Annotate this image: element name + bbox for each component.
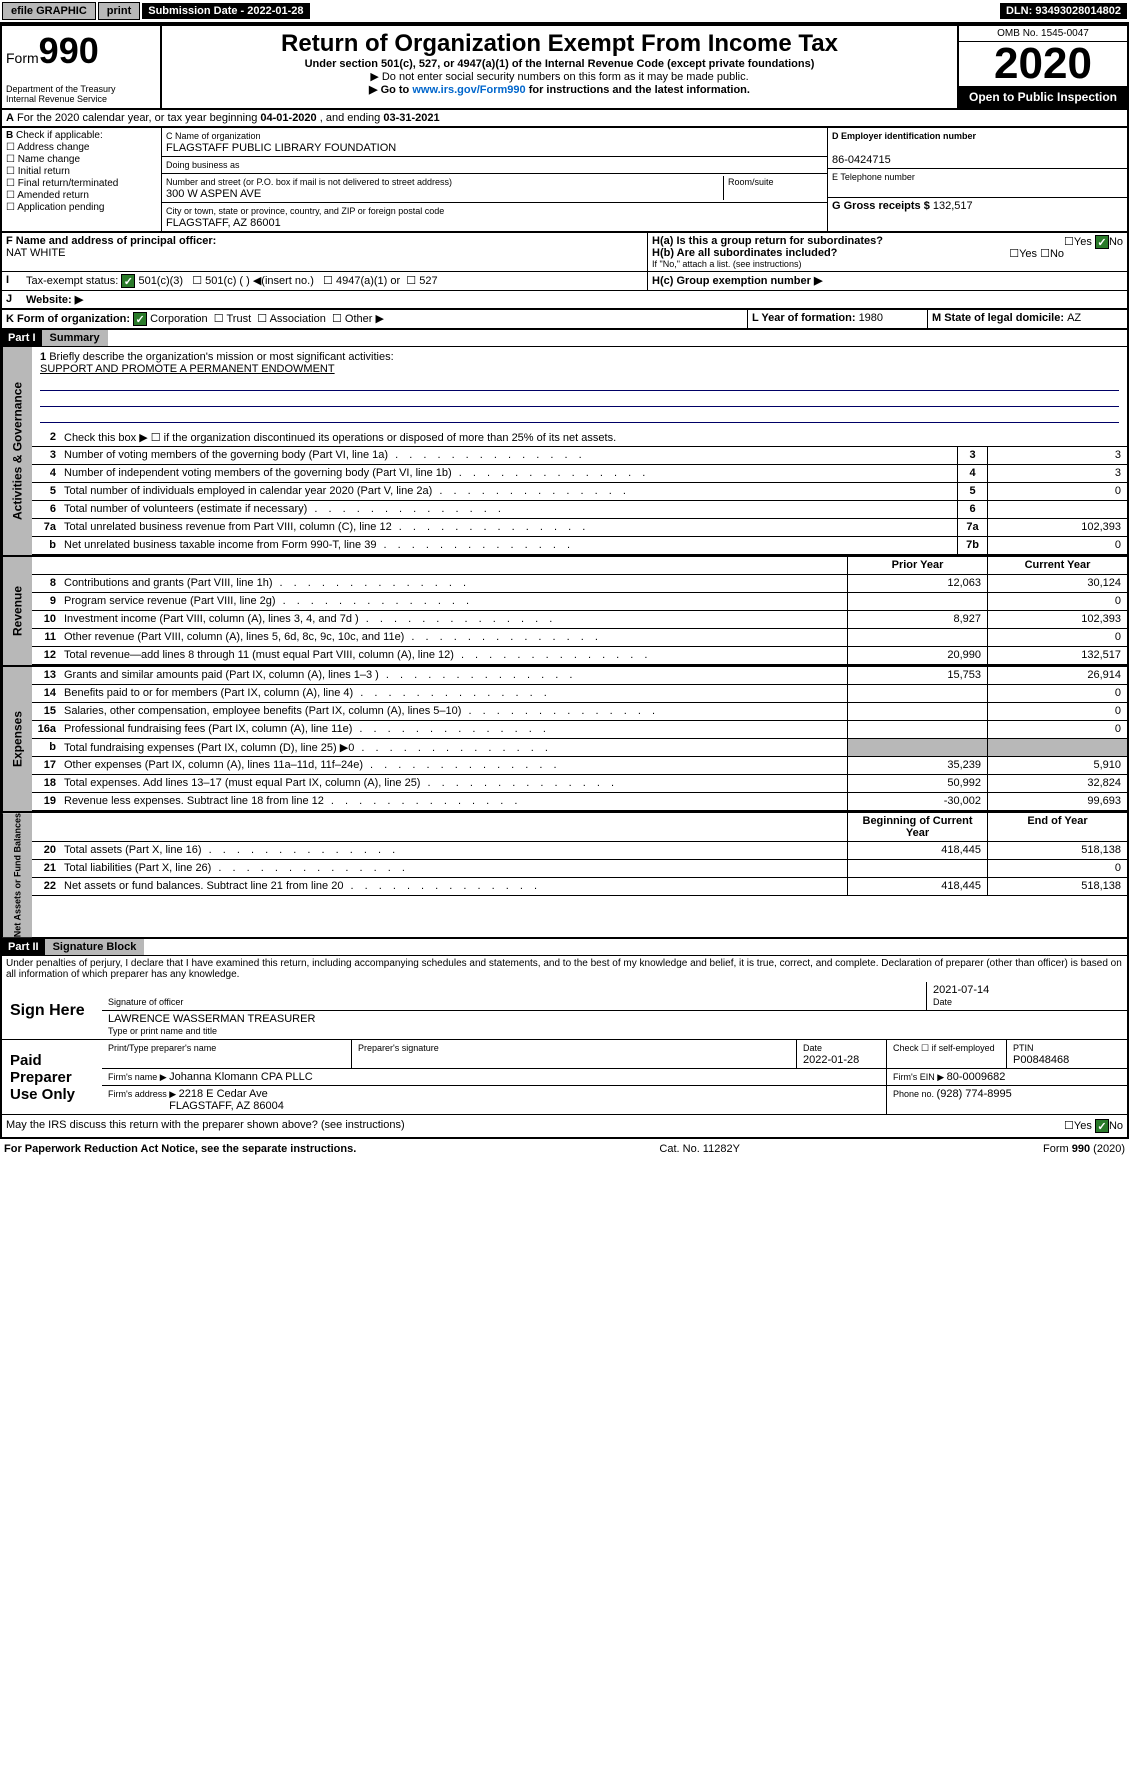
- row-a: A For the 2020 calendar year, or tax yea…: [0, 110, 1129, 128]
- line-13: 13Grants and similar amounts paid (Part …: [32, 667, 1127, 685]
- section-b: B Check if applicable: ☐ Address change …: [0, 128, 1129, 233]
- governance-section: Activities & Governance 1 Briefly descri…: [0, 347, 1129, 557]
- cb-final[interactable]: ☐ Final return/terminated: [6, 178, 157, 189]
- part1-header: Part I Summary: [0, 330, 1129, 347]
- footer: For Paperwork Reduction Act Notice, see …: [0, 1139, 1129, 1159]
- line-3: 3Number of voting members of the governi…: [32, 447, 1127, 465]
- line-7a: 7aTotal unrelated business revenue from …: [32, 519, 1127, 537]
- line-20: 20Total assets (Part X, line 16)418,4455…: [32, 842, 1127, 860]
- line-10: 10Investment income (Part VIII, column (…: [32, 611, 1127, 629]
- dept: Department of the Treasury Internal Reve…: [6, 84, 156, 104]
- firm-name: Johanna Klomann CPA PLLC: [169, 1071, 313, 1083]
- cb-pending[interactable]: ☐ Application pending: [6, 202, 157, 213]
- form-header: Form990 Department of the Treasury Inter…: [0, 24, 1129, 110]
- dln: DLN: 93493028014802: [1000, 3, 1127, 19]
- row-j: J Website: ▶: [0, 291, 1129, 310]
- print-btn[interactable]: print: [98, 2, 140, 20]
- officer-typed: LAWRENCE WASSERMAN TREASURER: [108, 1013, 315, 1025]
- row-k: K Form of organization: ✓ Corporation ☐ …: [0, 310, 1129, 330]
- expenses-section: Expenses 13Grants and similar amounts pa…: [0, 667, 1129, 813]
- line-12: 12Total revenue—add lines 8 through 11 (…: [32, 647, 1127, 665]
- section-fh: F Name and address of principal officer:…: [0, 233, 1129, 272]
- line-16a: 16aProfessional fundraising fees (Part I…: [32, 721, 1127, 739]
- ein: 86-0424715: [832, 154, 891, 166]
- line-11: 11Other revenue (Part VIII, column (A), …: [32, 629, 1127, 647]
- org-name: FLAGSTAFF PUBLIC LIBRARY FOUNDATION: [166, 142, 396, 154]
- irs-link[interactable]: www.irs.gov/Form990: [412, 84, 525, 96]
- line-9: 9Program service revenue (Part VIII, lin…: [32, 593, 1127, 611]
- cb-name[interactable]: ☐ Name change: [6, 154, 157, 165]
- cb-address[interactable]: ☐ Address change: [6, 142, 157, 153]
- dba-label: Doing business as: [166, 160, 240, 170]
- row-i: I Tax-exempt status: ✓ 501(c)(3) ☐ 501(c…: [0, 272, 1129, 291]
- open-public: Open to Public Inspection: [959, 86, 1127, 108]
- line-5: 5Total number of individuals employed in…: [32, 483, 1127, 501]
- line-15: 15Salaries, other compensation, employee…: [32, 703, 1127, 721]
- form-number: Form990: [6, 30, 156, 72]
- line-6: 6Total number of volunteers (estimate if…: [32, 501, 1127, 519]
- line-19: 19Revenue less expenses. Subtract line 1…: [32, 793, 1127, 811]
- line-18: 18Total expenses. Add lines 13–17 (must …: [32, 775, 1127, 793]
- city: FLAGSTAFF, AZ 86001: [166, 217, 281, 229]
- gross-receipts: 132,517: [933, 200, 973, 212]
- title: Return of Organization Exempt From Incom…: [170, 30, 949, 58]
- mission: SUPPORT AND PROMOTE A PERMANENT ENDOWMEN…: [40, 363, 335, 375]
- cb-501c3[interactable]: ✓: [121, 274, 135, 288]
- subtitle3: ▶ Go to www.irs.gov/Form990 for instruct…: [170, 83, 949, 96]
- declaration: Under penalties of perjury, I declare th…: [0, 956, 1129, 982]
- subtitle1: Under section 501(c), 527, or 4947(a)(1)…: [170, 58, 949, 70]
- submission-date: Submission Date - 2022-01-28: [142, 3, 309, 19]
- revenue-section: Revenue Prior YearCurrent Year 8Contribu…: [0, 557, 1129, 667]
- line-b: bNet unrelated business taxable income f…: [32, 537, 1127, 555]
- part2-header: Part II Signature Block: [0, 939, 1129, 956]
- subtitle2: ▶ Do not enter social security numbers o…: [170, 70, 949, 83]
- cb-amended[interactable]: ☐ Amended return: [6, 190, 157, 201]
- line-b: bTotal fundraising expenses (Part IX, co…: [32, 739, 1127, 757]
- line-8: 8Contributions and grants (Part VIII, li…: [32, 575, 1127, 593]
- tax-year: 2020: [959, 42, 1127, 86]
- line-4: 4Number of independent voting members of…: [32, 465, 1127, 483]
- line-17: 17Other expenses (Part IX, column (A), l…: [32, 757, 1127, 775]
- ptin: P00848468: [1013, 1054, 1069, 1066]
- line-22: 22Net assets or fund balances. Subtract …: [32, 878, 1127, 896]
- efile-btn[interactable]: efile GRAPHIC: [2, 2, 96, 20]
- netassets-section: Net Assets or Fund Balances Beginning of…: [0, 813, 1129, 939]
- signature-block: Sign Here Signature of officer 2021-07-1…: [0, 982, 1129, 1139]
- cb-initial[interactable]: ☐ Initial return: [6, 166, 157, 177]
- address: 300 W ASPEN AVE: [166, 188, 261, 200]
- line-14: 14Benefits paid to or for members (Part …: [32, 685, 1127, 703]
- line-21: 21Total liabilities (Part X, line 26)0: [32, 860, 1127, 878]
- officer: NAT WHITE: [6, 247, 65, 259]
- topbar: efile GRAPHIC print Submission Date - 20…: [0, 0, 1129, 24]
